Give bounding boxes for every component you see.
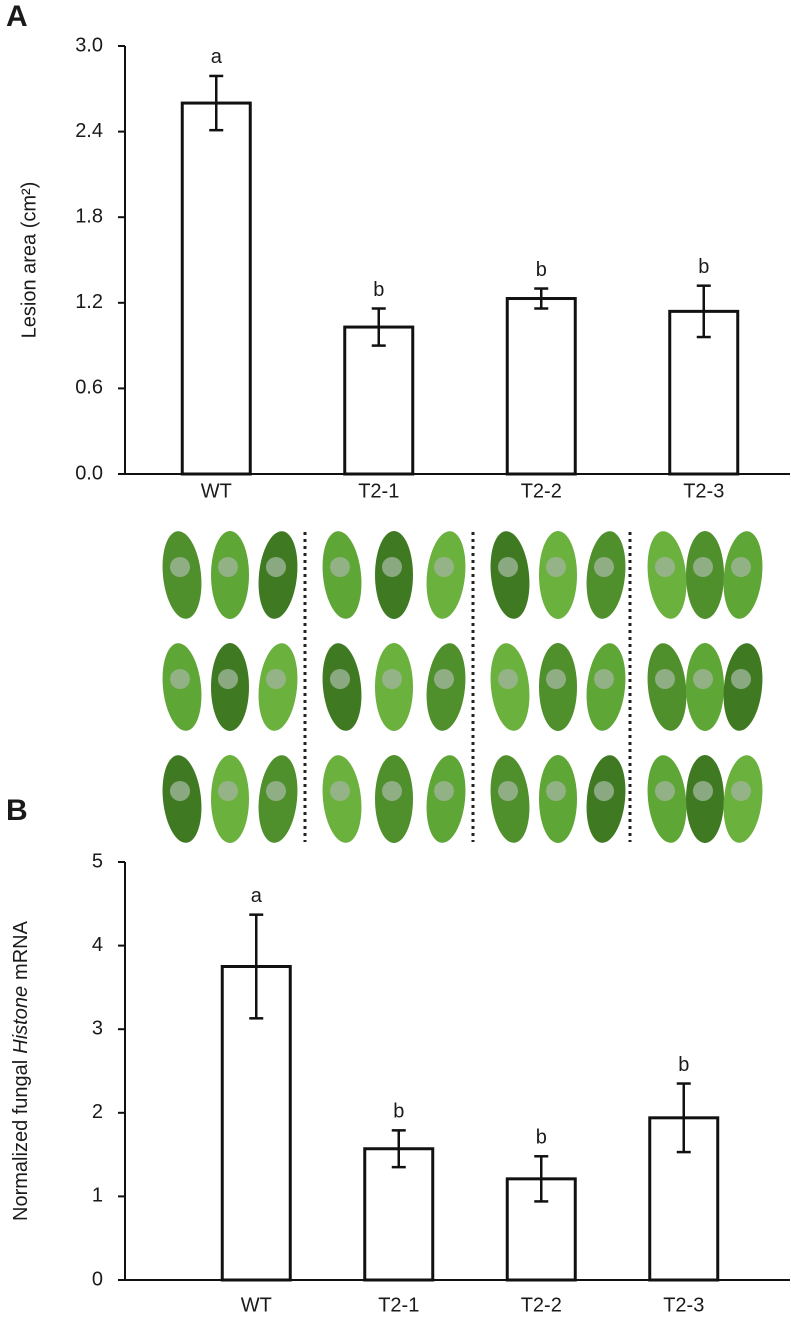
significance-letter: b (393, 1101, 404, 1123)
y-axis-label: Normalized fungal Histone mRNA (10, 920, 32, 1221)
y-tick-label: 2 (92, 1101, 103, 1123)
significance-letter: b (536, 1127, 547, 1149)
lesion (434, 557, 454, 577)
lesion (655, 557, 675, 577)
lesion (655, 669, 675, 689)
x-tick-label: T2-2 (521, 1294, 562, 1316)
lesion (330, 557, 350, 577)
significance-letter: b (678, 1054, 689, 1076)
error-bar (249, 913, 264, 1020)
bar (363, 1147, 435, 1282)
significance-letter: b (698, 256, 709, 278)
error-bar (696, 284, 711, 339)
lesion (266, 557, 286, 577)
panel-label: B (6, 794, 28, 827)
lesion (382, 669, 402, 689)
y-tick-label: 5 (92, 850, 103, 872)
x-tick-label: T2-3 (663, 1294, 704, 1316)
leaf-photo (162, 531, 763, 843)
x-tick-label: T2-2 (521, 480, 562, 502)
y-tick-label: 1.2 (75, 291, 103, 313)
x-tick-label: WT (241, 1294, 272, 1316)
lesion (218, 669, 238, 689)
lesion (266, 669, 286, 689)
lesion (382, 557, 402, 577)
error-bar (676, 1082, 691, 1154)
significance-letter: b (373, 279, 384, 301)
error-bar (391, 1129, 406, 1169)
lesion (498, 557, 518, 577)
lesion (594, 781, 614, 801)
lesion (266, 781, 286, 801)
y-axis-label-part: Normalized fungal (10, 1060, 32, 1221)
lesion (170, 781, 190, 801)
lesion (218, 781, 238, 801)
lesion (731, 781, 751, 801)
panel-label: A (6, 0, 28, 33)
lesion (731, 669, 751, 689)
error-bar (371, 307, 386, 347)
x-tick-label: T2-3 (683, 480, 724, 502)
bar (668, 309, 740, 476)
lesion (434, 669, 454, 689)
x-tick-label: T2-1 (378, 1294, 419, 1316)
lesion (382, 781, 402, 801)
y-tick-label: 2.4 (75, 120, 103, 142)
lesion (594, 557, 614, 577)
y-tick-label: 1 (92, 1185, 103, 1207)
lesion (546, 669, 566, 689)
lesion (693, 781, 713, 801)
lesion (731, 557, 751, 577)
lesion (170, 669, 190, 689)
bar (343, 325, 415, 476)
y-tick-label: 0.6 (75, 377, 103, 399)
y-tick-label: 3.0 (75, 34, 103, 56)
y-tick-label: 0 (92, 1268, 103, 1290)
significance-letter: a (211, 46, 223, 68)
lesion (218, 557, 238, 577)
error-bar (534, 1155, 549, 1203)
x-tick-label: WT (201, 480, 232, 502)
y-axis-label-part: mRNA (10, 920, 32, 980)
lesion (546, 781, 566, 801)
significance-letter: b (536, 259, 547, 281)
y-tick-label: 1.8 (75, 205, 103, 227)
lesion (655, 781, 675, 801)
x-tick-label: T2-1 (358, 480, 399, 502)
lesion (170, 557, 190, 577)
lesion (498, 669, 518, 689)
lesion (594, 669, 614, 689)
lesion (546, 557, 566, 577)
lesion (330, 781, 350, 801)
y-axis-label: Lesion area (cm²) (18, 182, 40, 339)
y-tick-label: 4 (92, 934, 103, 956)
bar (505, 297, 577, 476)
y-tick-label: 0.0 (75, 462, 103, 484)
error-bar (209, 74, 224, 132)
y-axis-label-part: Histone (10, 986, 32, 1054)
bar (180, 101, 252, 476)
error-bar (534, 287, 549, 310)
significance-letter: a (251, 885, 263, 907)
lesion (330, 669, 350, 689)
lesion (434, 781, 454, 801)
y-tick-label: 3 (92, 1017, 103, 1039)
lesion (498, 781, 518, 801)
lesion (693, 669, 713, 689)
lesion (693, 557, 713, 577)
